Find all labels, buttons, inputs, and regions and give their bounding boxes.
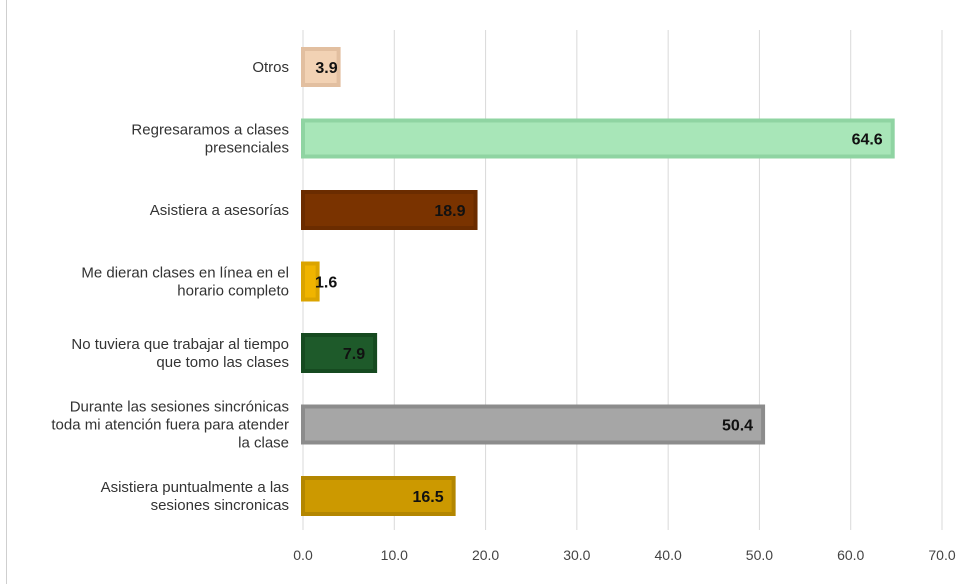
data-label: 1.6: [315, 275, 337, 292]
category-label-line: Me dieran clases en línea en el: [81, 265, 289, 282]
category-label-line: horario completo: [177, 283, 289, 300]
category-label-line: Durante las sesiones sincrónicas: [70, 399, 289, 416]
gridlines: [302, 30, 943, 530]
x-tick-label: 30.0: [563, 547, 590, 563]
category-label-line: que tomo las clases: [156, 354, 289, 371]
category-label: Otros: [252, 59, 289, 76]
category-label: No tuviera que trabajar al tiempo que tom…: [71, 336, 289, 371]
x-tick-labels: 0.0 10.0 20.0 30.0 40.0 50.0 60.0 70.0: [293, 547, 956, 563]
category-label-line: presenciales: [205, 140, 289, 157]
category-label-line: Asistiera puntualmente a las: [101, 479, 289, 496]
category-labels: Otros Regresaramos a clases presenciales As…: [51, 59, 289, 514]
bar: [301, 333, 378, 373]
category-label-line: toda mi atención fuera para atender: [51, 417, 289, 434]
chart-frame: [6, 0, 976, 584]
x-tick-label: 0.0: [293, 547, 313, 563]
category-label-line: Regresaramos a clases: [131, 122, 289, 139]
category-label-line: Asistiera a asesorías: [150, 202, 289, 219]
category-label: Durante las sesiones sincrónicas toda mi …: [51, 399, 289, 452]
category-label: Me dieran clases en línea en el horario c…: [81, 265, 289, 300]
x-tick-label: 50.0: [746, 547, 773, 563]
category-label-line: sesiones sincronicas: [151, 497, 289, 514]
category-label: Asistiera a asesorías: [150, 202, 289, 219]
data-label: 50.4: [722, 418, 753, 435]
bar: [301, 261, 320, 302]
bar: [301, 404, 766, 445]
x-tick-label: 60.0: [837, 547, 864, 563]
category-label-line: la clase: [238, 435, 289, 452]
x-tick-label: 40.0: [655, 547, 682, 563]
data-label: 18.9: [434, 203, 465, 220]
data-label: 3.9: [315, 60, 337, 77]
data-label: 64.6: [852, 132, 883, 149]
category-label: Regresaramos a clases presenciales: [131, 122, 289, 157]
data-label: 16.5: [412, 489, 443, 506]
bars: [301, 47, 895, 516]
data-label: 7.9: [343, 346, 365, 363]
x-tick-label: 70.0: [928, 547, 955, 563]
bar: [301, 47, 341, 87]
category-label-line: No tuviera que trabajar al tiempo: [71, 336, 289, 353]
bar: [301, 476, 456, 516]
x-tick-label: 20.0: [472, 547, 499, 563]
data-labels: 3.9 64.6 18.9 1.6 7.9 50.4 16.5: [315, 60, 883, 506]
bar: [301, 118, 895, 159]
category-label-line: Otros: [252, 59, 289, 76]
x-tick-label: 10.0: [381, 547, 408, 563]
category-label: Asistiera puntualmente a las sesiones sin…: [101, 479, 289, 514]
bar: [301, 190, 478, 230]
